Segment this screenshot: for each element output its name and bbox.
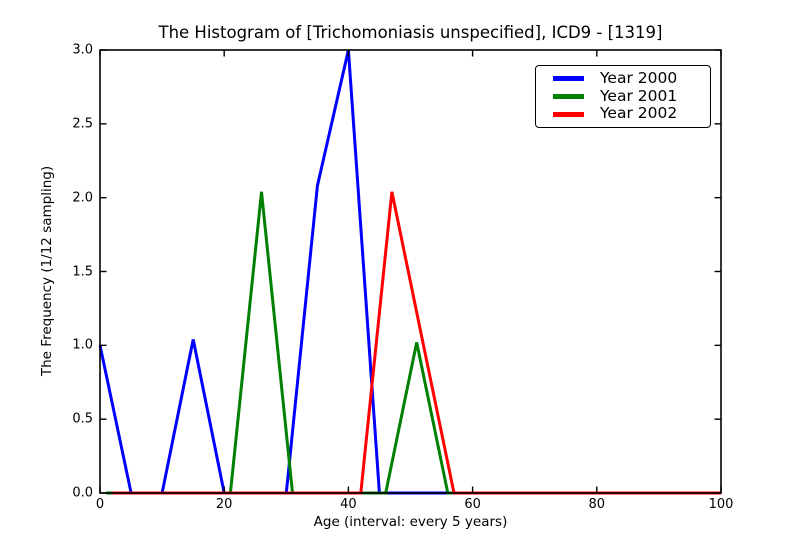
legend-line-swatch-blue [553, 76, 584, 82]
x-tick-label: 80 [588, 497, 606, 512]
x-tick-label: 40 [340, 497, 357, 512]
legend-line-swatch-red [553, 111, 584, 117]
legend-label: Year 2000 [600, 69, 678, 88]
x-tick-label: 60 [464, 497, 481, 512]
y-tick-label: 2.0 [72, 190, 93, 206]
y-tick-label: 3.0 [72, 42, 93, 58]
y-tick-label: 0.5 [72, 411, 93, 427]
x-tick-label: 100 [708, 497, 734, 512]
legend-label: Year 2002 [600, 104, 678, 123]
y-tick-label: 1.5 [72, 264, 93, 279]
x-tick-label: 0 [95, 497, 105, 512]
y-tick-label: 1.0 [72, 337, 93, 353]
y-tick-label: 2.5 [72, 116, 93, 132]
x-tick-label: 20 [215, 497, 233, 512]
x-axis-label: Age (interval: every 5 years) [313, 514, 508, 530]
legend-label: Year 2001 [600, 86, 678, 105]
y-tick-label: 0.0 [72, 485, 93, 501]
legend: Year 2000 Year 2001 Year 2002 [535, 65, 711, 128]
chart-title: The Histogram of [Trichomoniasis unspeci… [158, 23, 663, 42]
plot-frame [99, 49, 722, 494]
legend-item-year-2001: Year 2001 [553, 86, 702, 105]
legend-item-year-2002: Year 2002 [553, 106, 702, 122]
legend-item-year-2000: Year 2000 [553, 71, 702, 87]
legend-line-swatch-green [553, 93, 584, 99]
series-line-year-2001 [106, 191, 721, 495]
